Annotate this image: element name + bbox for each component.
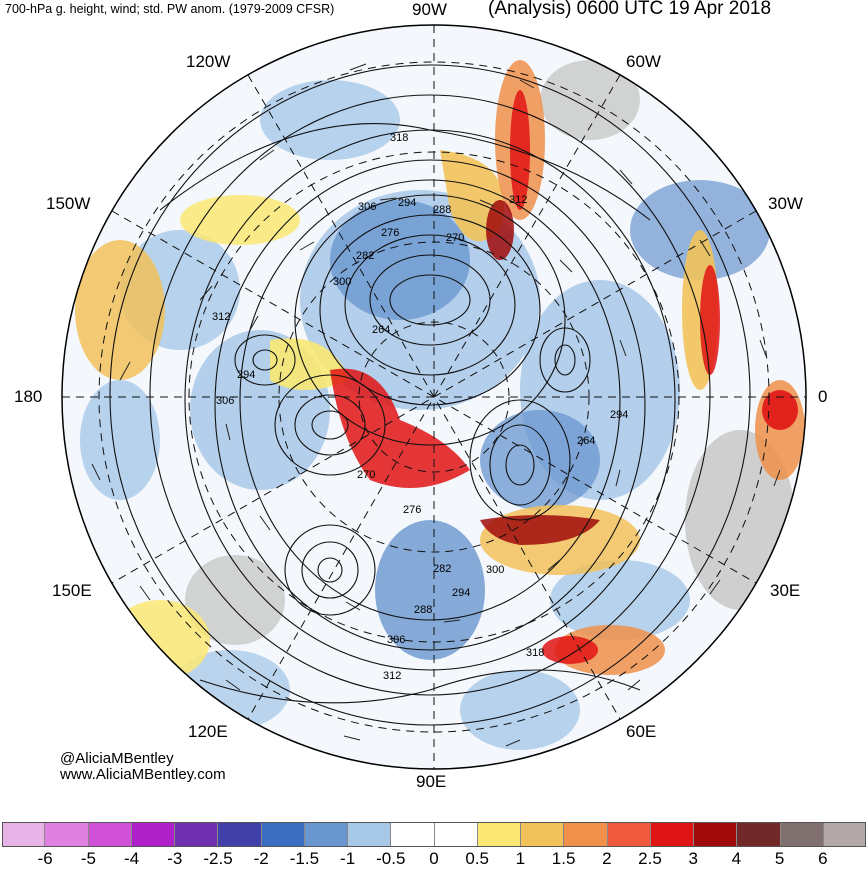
colorbar-tick-label: 2.5 (638, 849, 662, 868)
colorbar-tick-label: -2.5 (203, 849, 233, 868)
colorbar-cell (348, 822, 392, 847)
contour-label: 306 (387, 634, 405, 646)
colorbar-tick-label: -6 (37, 849, 53, 868)
map-border (61, 24, 807, 770)
contour-label: 300 (486, 564, 504, 576)
contour-label: 300 (333, 276, 351, 288)
colorbar-cell (175, 822, 219, 847)
pw-anomaly-field (75, 60, 805, 750)
lon-label-120w: 120W (186, 52, 231, 71)
colorbar-tick-label: -1 (340, 849, 356, 868)
colorbar-tick-label: -2 (253, 849, 269, 868)
lon-label-60e: 60E (626, 722, 657, 741)
lon-label-30w: 30W (768, 194, 803, 213)
map-title: (Analysis) 0600 UTC 19 Apr 2018 (488, 0, 772, 19)
height-contours (109, 64, 751, 726)
colorbar-cell (261, 822, 305, 847)
colorbar-cell (391, 822, 435, 847)
colorbar-cell (564, 822, 608, 847)
colorbar-cell (521, 822, 565, 847)
colorbar-cell (694, 822, 738, 847)
colorbar-tick-label: -4 (124, 849, 140, 868)
graticule (62, 25, 806, 769)
contour-label: 294 (398, 197, 416, 209)
lon-label-90e: 90E (416, 772, 447, 791)
contour-label: 294 (452, 587, 470, 599)
contour-label: 312 (383, 670, 401, 682)
polar-map: 318 306 294 288 276 270 282 300 312 264 … (61, 24, 807, 770)
colorbar-tick-label: 0.5 (465, 849, 490, 868)
contour-label: 264 (372, 324, 390, 336)
colorbar-tick-label: 2 (602, 849, 612, 868)
colorbar-cell (304, 822, 348, 847)
lon-label-60w: 60W (626, 52, 661, 71)
colorbar-tick-label: 4 (731, 849, 742, 868)
contour-label: 270 (446, 232, 464, 244)
lon-label-30e: 30E (770, 581, 801, 600)
contour-label: 276 (403, 504, 421, 516)
colorbar-tick-label: -3 (167, 849, 183, 868)
contour-label: 270 (357, 469, 375, 481)
wind-barbs (91, 63, 781, 747)
colorbar-cell (45, 822, 89, 847)
colorbar-cell (2, 822, 46, 847)
colorbar-cell (823, 822, 866, 847)
colorbar-tick-label: 3 (688, 849, 698, 868)
lon-label-150w: 150W (46, 194, 91, 213)
pw-anomaly-colorbar (2, 822, 866, 847)
lon-label-90w: 90W (412, 0, 447, 19)
colorbar-cell (607, 822, 651, 847)
contour-label: 306 (358, 201, 376, 213)
colorbar-tick-label: -0.5 (376, 849, 406, 868)
map-subtitle: 700-hPa g. height, wind; std. PW anom. (… (5, 2, 335, 16)
colorbar-tick-label: 6 (818, 849, 828, 868)
lon-label-180: 180 (14, 387, 43, 406)
contour-label: 276 (381, 227, 399, 239)
contour-label: 318 (526, 647, 544, 659)
colorbar-cell (780, 822, 824, 847)
contour-label: 312 (212, 311, 230, 323)
contour-label: 306 (216, 395, 234, 407)
credit-handle: @AliciaMBentley (60, 750, 174, 767)
colorbar-tick-label: -1.5 (289, 849, 320, 868)
colorbar-cell (737, 822, 781, 847)
contour-label: 288 (433, 204, 451, 216)
colorbar-cell (477, 822, 521, 847)
colorbar-tick-label: -5 (80, 849, 96, 868)
lon-label-0: 0 (818, 387, 828, 406)
colorbar-cell (650, 822, 694, 847)
colorbar-tick-label: 5 (774, 849, 785, 868)
lon-label-120e: 120E (188, 722, 228, 741)
contour-label: 318 (390, 132, 408, 144)
contour-label: 282 (356, 250, 374, 262)
credit-website: www.AliciaMBentley.com (60, 766, 226, 783)
contour-label: 288 (414, 604, 432, 616)
colorbar-tick-label: 0 (429, 849, 439, 868)
contour-label: 294 (237, 369, 255, 381)
lon-label-150e: 150E (52, 581, 92, 600)
colorbar-tick-label: 1.5 (551, 849, 576, 868)
contour-label-group: 318 306 294 288 276 270 282 300 312 264 … (212, 132, 628, 682)
contour-label: 282 (433, 563, 451, 575)
contour-label: 264 (577, 435, 595, 447)
colorbar-cell (88, 822, 132, 847)
colorbar-cell (218, 822, 262, 847)
contour-label: 294 (610, 409, 628, 421)
colorbar-tick-label: 1 (515, 849, 526, 868)
contour-label: 312 (509, 194, 527, 206)
colorbar-cell (434, 822, 478, 847)
colorbar-cell (131, 822, 175, 847)
